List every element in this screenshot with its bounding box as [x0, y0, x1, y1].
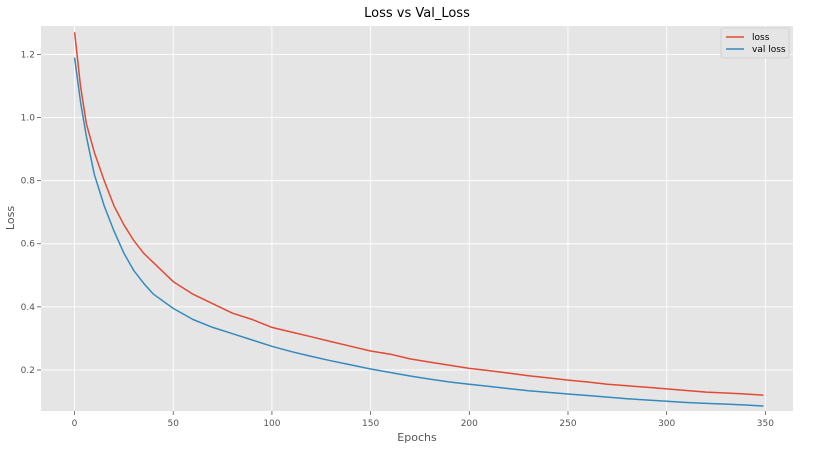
y-tick-label: 0.2 [21, 366, 35, 376]
val-loss-series-line [73, 57, 764, 407]
legend: loss val loss [720, 27, 790, 59]
x-axis-label: Epochs [397, 431, 437, 444]
series-layer [73, 32, 764, 407]
y-tick-label: 0.6 [21, 240, 36, 250]
x-tick-label: 0 [72, 419, 78, 429]
y-tick-label: 0.4 [21, 303, 36, 313]
x-axis-ticks: 0 50 100 150 200 250 300 350 [72, 411, 774, 429]
x-tick-label: 350 [757, 419, 774, 429]
x-tick-label: 250 [559, 419, 576, 429]
x-tick-label: 300 [658, 419, 675, 429]
legend-box [720, 27, 790, 59]
plot-area [41, 26, 793, 411]
y-tick-label: 1.2 [21, 50, 35, 60]
chart-title: Loss vs Val_Loss [364, 6, 470, 21]
y-tick-label: 0.8 [21, 177, 36, 187]
x-tick-label: 100 [263, 419, 280, 429]
legend-label: loss [752, 33, 770, 43]
x-tick-label: 50 [168, 419, 180, 429]
loss-series-line [73, 32, 764, 396]
x-tick-label: 200 [461, 419, 478, 429]
x-tick-label: 150 [362, 419, 379, 429]
y-axis-ticks: 0.2 0.4 0.6 0.8 1.0 1.2 [21, 50, 41, 376]
y-tick-label: 1.0 [21, 114, 36, 124]
grid-lines [41, 26, 793, 411]
y-axis-label: Loss [4, 206, 17, 230]
legend-label: val loss [752, 45, 786, 55]
